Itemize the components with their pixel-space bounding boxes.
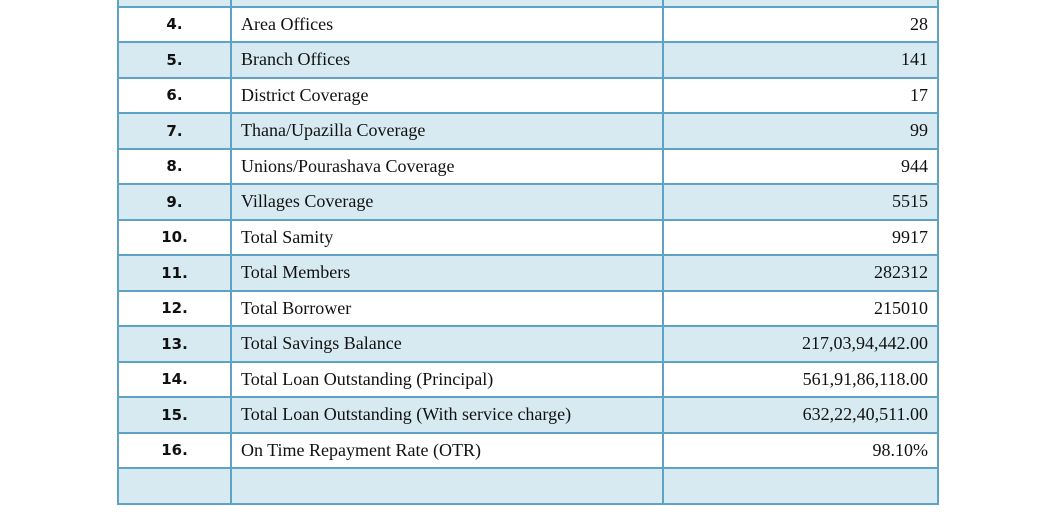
row-value-cell: 217,03,94,442.00	[662, 325, 939, 363]
row-number-cell: 15.	[117, 396, 232, 434]
statistics-table: 4. Area Offices 28 5. Branch Offices 141 6. Dis…	[117, 0, 939, 505]
row-value-cell: 141	[662, 41, 939, 79]
statistics-table-container: 4. Area Offices 28 5. Branch Offices 141 6. Dis…	[117, 0, 939, 505]
row-number-cell: 4.	[117, 5, 232, 43]
row-value-cell: 944	[662, 147, 939, 185]
table-row	[117, 0, 939, 8]
row-value-cell	[662, 0, 939, 8]
row-number-cell: 14.	[117, 360, 232, 398]
row-value-cell	[662, 467, 939, 505]
row-label-cell: Unions/Pourashava Coverage	[230, 147, 664, 185]
row-label-cell: Total Loan Outstanding (Principal)	[230, 360, 664, 398]
row-label-cell: Thana/Upazilla Coverage	[230, 112, 664, 150]
row-number-cell: 5.	[117, 41, 232, 79]
row-number-cell: 7.	[117, 112, 232, 150]
row-number-cell: 8.	[117, 147, 232, 185]
row-label-cell: Total Borrower	[230, 289, 664, 327]
table-row: 9. Villages Coverage 5515	[117, 183, 939, 221]
row-value-cell: 28	[662, 5, 939, 43]
row-value-cell: 9917	[662, 218, 939, 256]
row-value-cell: 5515	[662, 183, 939, 221]
row-number-cell: 13.	[117, 325, 232, 363]
row-label-cell: Total Samity	[230, 218, 664, 256]
row-value-cell: 215010	[662, 289, 939, 327]
row-label-cell	[230, 0, 664, 8]
row-number-cell: 9.	[117, 183, 232, 221]
row-number-cell: 10.	[117, 218, 232, 256]
row-label-cell: Branch Offices	[230, 41, 664, 79]
row-number-cell: 16.	[117, 431, 232, 469]
table-row: 6. District Coverage 17	[117, 76, 939, 114]
row-value-cell: 98.10%	[662, 431, 939, 469]
table-row: 7. Thana/Upazilla Coverage 99	[117, 112, 939, 150]
table-row: 5. Branch Offices 141	[117, 41, 939, 79]
table-row: 12. Total Borrower 215010	[117, 289, 939, 327]
table-row: 8. Unions/Pourashava Coverage 944	[117, 147, 939, 185]
table-row	[117, 467, 939, 505]
row-label-cell: Total Members	[230, 254, 664, 292]
row-label-cell: Total Loan Outstanding (With service cha…	[230, 396, 664, 434]
row-number-cell: 12.	[117, 289, 232, 327]
table-row: 15. Total Loan Outstanding (With service …	[117, 396, 939, 434]
row-number-cell: 6.	[117, 76, 232, 114]
row-label-cell: Area Offices	[230, 5, 664, 43]
table-row: 4. Area Offices 28	[117, 5, 939, 43]
table-row: 10. Total Samity 9917	[117, 218, 939, 256]
row-label-cell: Villages Coverage	[230, 183, 664, 221]
row-value-cell: 561,91,86,118.00	[662, 360, 939, 398]
row-label-cell: On Time Repayment Rate (OTR)	[230, 431, 664, 469]
row-label-cell: Total Savings Balance	[230, 325, 664, 363]
row-label-cell: District Coverage	[230, 76, 664, 114]
table-row: 16. On Time Repayment Rate (OTR) 98.10%	[117, 431, 939, 469]
statistics-table-body: 4. Area Offices 28 5. Branch Offices 141 6. Dis…	[117, 0, 939, 505]
table-row: 11. Total Members 282312	[117, 254, 939, 292]
row-value-cell: 99	[662, 112, 939, 150]
row-value-cell: 17	[662, 76, 939, 114]
row-number-cell	[117, 467, 232, 505]
table-row: 14. Total Loan Outstanding (Principal) 561…	[117, 360, 939, 398]
row-value-cell: 632,22,40,511.00	[662, 396, 939, 434]
row-number-cell: 11.	[117, 254, 232, 292]
row-value-cell: 282312	[662, 254, 939, 292]
row-number-cell	[117, 0, 232, 8]
row-label-cell	[230, 467, 664, 505]
table-row: 13. Total Savings Balance 217,03,94,442.00	[117, 325, 939, 363]
